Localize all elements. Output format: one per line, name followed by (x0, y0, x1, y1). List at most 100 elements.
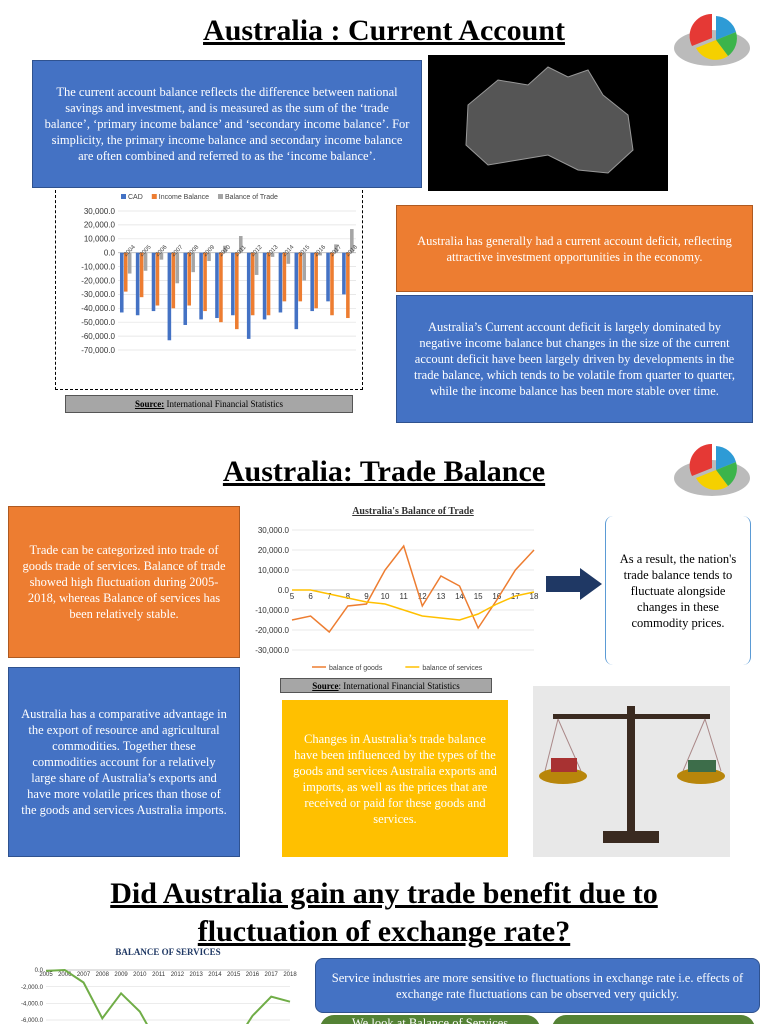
arrow-shape (546, 568, 602, 600)
scale-goods (688, 760, 716, 772)
series-line (45, 968, 291, 1024)
y-tick-label: 20,000.0 (84, 221, 116, 230)
bar (314, 252, 318, 309)
x-tick-label: 2015 (227, 972, 241, 978)
chart-title: BALANCE OF SERVICES (115, 947, 220, 957)
bar (187, 252, 191, 306)
bar (139, 252, 144, 298)
logo-slice (716, 32, 737, 56)
note-box: Australia’s Current account deficit is l… (396, 295, 753, 423)
y-tick-label: -20,000.0 (81, 276, 115, 285)
x-tick-label: 7 (327, 592, 332, 601)
x-tick-label: 6 (308, 592, 313, 601)
legend-label: Balance of Trade (225, 194, 278, 201)
chart: BALANCE OF SERVICES 0.0 -2,000.0 -4,000.0 -6… (21, 947, 297, 1024)
x-tick-label: 2005 (39, 972, 53, 978)
bar (330, 252, 334, 316)
bar (326, 252, 330, 302)
logo-slice (689, 443, 712, 476)
y-tick-label: -4,000.0 (21, 1001, 44, 1007)
logo-slice (716, 462, 737, 486)
bar (246, 252, 251, 339)
y-tick-label: -10,000.0 (81, 262, 115, 271)
y-tick-label: -6,000.0 (21, 1018, 44, 1024)
bar (203, 252, 207, 312)
x-tick-label: 2011 (234, 244, 248, 258)
bar (250, 252, 255, 316)
note-box: We look at Balance of Services (320, 1015, 540, 1024)
y-tick-label: -10,000.0 (255, 606, 289, 615)
x-tick-label: 2014 (208, 972, 222, 978)
y-tick-label: 20,000.0 (258, 546, 290, 555)
y-tick-label: -60,000.0 (81, 332, 115, 341)
bar (235, 252, 239, 330)
y-tick-label: -20,000.0 (255, 626, 289, 635)
x-tick-label: 16 (492, 592, 501, 601)
bar (318, 252, 322, 256)
bar (191, 252, 195, 273)
title: Australia : Current Account (203, 14, 565, 47)
bar (278, 252, 283, 313)
scale-base (603, 831, 659, 843)
x-tick-label: 2017 (329, 244, 343, 258)
legend-label: CAD (128, 194, 143, 201)
bar (223, 245, 227, 253)
bar (294, 252, 299, 330)
note-box: Service industries are more sensitive to… (315, 958, 760, 1013)
note-box: Australia has generally had a current ac… (396, 205, 753, 292)
x-tick-label: 2018 (283, 972, 297, 978)
y-tick-label: -70,000.0 (81, 346, 115, 355)
bar (262, 252, 267, 320)
x-tick-label: 13 (436, 592, 445, 601)
x-tick-label: 2009 (114, 972, 128, 978)
bar (266, 252, 271, 316)
x-tick-label: 2016 (314, 244, 328, 258)
x-tick-label: 9 (364, 592, 369, 601)
source-label: Source: (134, 399, 165, 409)
legend-swatch (217, 194, 223, 199)
note-box: Australia has a comparative advantage in… (8, 667, 240, 857)
bar (143, 252, 148, 271)
x-tick-label: 2007 (77, 972, 91, 978)
scale-post (627, 706, 635, 836)
green-box (552, 1015, 755, 1024)
y-tick-label: 0.0 (278, 586, 290, 595)
legend-swatch (121, 194, 126, 199)
logo (674, 13, 750, 66)
bar (183, 252, 188, 325)
y-tick-label: 10,000.0 (84, 235, 116, 244)
bar (199, 252, 203, 320)
y-tick-label: -40,000.0 (81, 304, 115, 313)
series-line (292, 589, 535, 621)
title: Did Australia gain any trade benefit due… (110, 877, 658, 948)
x-tick-label: 8 (346, 592, 351, 601)
bar (215, 252, 219, 319)
legend-label: balance of goods (329, 665, 383, 672)
bar (282, 252, 287, 302)
y-tick-label: -30,000.0 (255, 646, 289, 655)
x-tick-label: 2017 (265, 972, 279, 978)
x-tick-label: 12 (418, 592, 427, 601)
x-tick-label: 11 (400, 592, 409, 601)
bar (159, 252, 164, 260)
note-box: Changes in Australia’s trade balance hav… (282, 700, 508, 857)
x-tick-label: 14 (455, 592, 464, 601)
x-tick-label: 2012 (171, 972, 185, 978)
source-text: International Financial Statistics (166, 399, 284, 409)
y-tick-label: -2,000.0 (21, 985, 44, 991)
legend-label: Income Balance (159, 194, 209, 201)
note-box: Trade can be categorized into trade of g… (8, 506, 240, 658)
logo (674, 443, 750, 496)
legend-swatch (151, 194, 157, 199)
bar (151, 252, 156, 312)
bar (119, 252, 124, 313)
bar (231, 252, 235, 316)
y-tick-label: 0.0 (35, 968, 44, 974)
bar (238, 236, 243, 253)
bar (171, 252, 176, 309)
y-tick-label: 0.0 (104, 249, 116, 258)
bar (123, 252, 128, 292)
x-tick-label: 2006 (58, 972, 72, 978)
x-tick-label: 18 (530, 592, 539, 601)
